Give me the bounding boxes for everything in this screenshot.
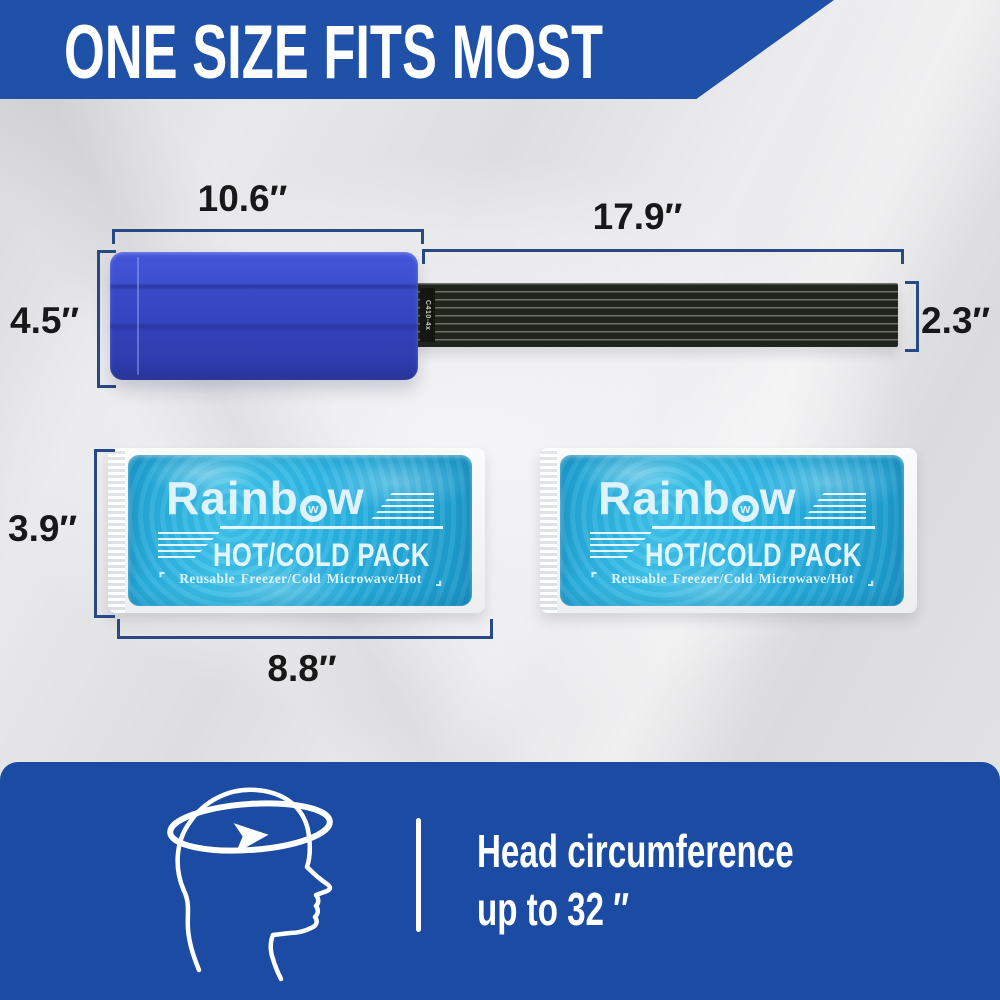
- dim-wrap-width: 10.6″: [197, 178, 288, 219]
- brand-underline: [652, 526, 875, 529]
- footer-text-line1: Head circumference: [477, 825, 794, 877]
- bracket-wrap-height: [97, 250, 116, 388]
- brand-o-icon: w: [299, 495, 327, 522]
- dim-strap-length: 17.9″: [592, 196, 683, 237]
- gel-pack-left: Rainb w w HOT/COLD PACK ⌜ Reusable Freezer…: [108, 448, 485, 613]
- pack-brand-logo: Rainb w w: [166, 471, 365, 525]
- brand-text-prefix: Rainb: [598, 472, 731, 524]
- pack-gel: Rainb w w HOT/COLD PACK ⌜ Reusable Freezer…: [560, 455, 904, 606]
- speed-lines-left-icon: [158, 532, 220, 562]
- speed-lines-right-icon: [802, 493, 866, 521]
- dim-wrap-height: 4.5″: [10, 300, 80, 341]
- brand-text-suffix: w: [327, 472, 365, 524]
- pack-gel: Rainb w w HOT/COLD PACK ⌜ Reusable Freezer…: [128, 455, 472, 606]
- pack-tagline: ⌜ Reusable Freezer/Cold Microwave/Hot ⌟: [158, 569, 443, 588]
- ice-wrap-pad: [110, 252, 418, 380]
- tagline-bracket-right: ⌟: [867, 569, 875, 588]
- speed-lines-right-icon: [370, 493, 434, 521]
- bracket-pack-height: [94, 449, 115, 618]
- dim-strap-height: 2.3″: [921, 300, 991, 341]
- top-banner: ONE SIZE FITS MOST: [0, 0, 834, 99]
- pack-product-name: HOT/COLD PACK: [645, 537, 862, 573]
- brand-text-suffix: w: [759, 472, 797, 524]
- strap-brand-tag: C410-4x: [420, 288, 435, 342]
- footer-divider: [416, 818, 421, 932]
- brand-underline: [220, 526, 443, 529]
- dim-pack-height: 3.9″: [8, 508, 78, 549]
- bracket-strap-length: [422, 249, 904, 264]
- tagline-bracket-right: ⌟: [435, 569, 443, 588]
- rotation-arrow-icon: [167, 800, 333, 854]
- dim-pack-width: 8.8″: [267, 648, 337, 689]
- speed-lines-left-icon: [590, 532, 652, 562]
- brand-o-inner-letter: w: [308, 501, 319, 516]
- tagline-bracket-left: ⌜: [158, 569, 166, 588]
- tagline-bracket-left: ⌜: [590, 569, 598, 588]
- tagline-text: Reusable Freezer/Cold Microwave/Hot: [179, 570, 422, 586]
- footer-text-line2: up to 32 ″: [477, 883, 630, 935]
- footer-banner: [0, 762, 1000, 1000]
- headline: ONE SIZE FITS MOST: [64, 9, 603, 95]
- bracket-strap-height: [905, 281, 919, 352]
- brand-o-inner-letter: w: [740, 501, 751, 516]
- wrap-fold-seam: [137, 257, 139, 375]
- pack-brand-logo: Rainb w w: [598, 471, 797, 525]
- brand-o-icon: w: [731, 495, 759, 522]
- elastic-strap: C410-4x: [412, 283, 898, 347]
- pack-tagline: ⌜ Reusable Freezer/Cold Microwave/Hot ⌟: [590, 569, 875, 588]
- bracket-wrap-width: [112, 229, 424, 244]
- brand-text-prefix: Rainb: [166, 472, 299, 524]
- head-circumference-icon: [167, 787, 333, 982]
- bracket-pack-width: [117, 619, 493, 639]
- tagline-text: Reusable Freezer/Cold Microwave/Hot: [611, 570, 854, 586]
- pack-product-name: HOT/COLD PACK: [213, 537, 430, 573]
- gel-pack-right: Rainb w w HOT/COLD PACK ⌜ Reusable Freezer…: [540, 448, 917, 613]
